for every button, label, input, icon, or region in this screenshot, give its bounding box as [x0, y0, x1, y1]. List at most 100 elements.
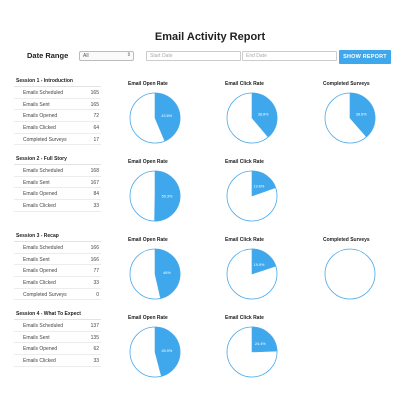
session-title: Session 1 - Introduction — [14, 78, 101, 87]
row-label: Emails Opened — [23, 113, 58, 120]
pie-slice — [154, 92, 181, 142]
date-range-select-value: All — [83, 53, 89, 59]
pie-slice — [251, 170, 276, 197]
chart-title: Email Click Rate — [225, 159, 264, 165]
row-value: 167 — [90, 179, 99, 186]
pie-chart: Email Open Rate 46% — [128, 237, 182, 301]
table-row: Emails Scheduled 165 — [14, 87, 101, 99]
chart-title: Email Open Rate — [128, 315, 168, 321]
pie-svg: 46% — [129, 248, 181, 300]
table-row: Emails Opened 62 — [14, 343, 101, 356]
row-value: 168 — [90, 168, 99, 174]
chart-title: Completed Surveys — [323, 237, 370, 243]
session-table: Session 3 - Recap Emails Scheduled 166 Em… — [14, 233, 101, 301]
row-label: Emails Opened — [23, 346, 58, 353]
session-table: Session 4 - What To Expect Emails Schedu… — [14, 311, 101, 367]
pie-chart: Email Click Rate 24.4% — [225, 315, 279, 379]
pie-slice-label: 19.9% — [254, 263, 265, 267]
row-label: Emails Scheduled — [23, 245, 64, 251]
end-date-input[interactable]: End Date — [242, 51, 337, 61]
row-label: Emails Scheduled — [23, 90, 64, 96]
row-label: Emails Scheduled — [23, 323, 64, 329]
chart-title: Email Click Rate — [225, 237, 264, 243]
table-row: Emails Sent 167 — [14, 177, 101, 189]
row-value: 33 — [93, 280, 99, 287]
row-value: 165 — [90, 90, 99, 96]
row-label: Emails Sent — [23, 334, 50, 341]
pie-svg: 19.6% — [226, 170, 278, 222]
row-value: 135 — [90, 334, 99, 341]
pie-slice-label: 24.4% — [255, 342, 266, 346]
session-table: Session 1 - Introduction Emails Schedule… — [14, 78, 101, 146]
pie-slice-label: 45.9% — [162, 349, 173, 353]
pie-chart: Completed Surveys — [323, 237, 377, 301]
row-value: 166 — [90, 245, 99, 251]
session-title: Session 3 - Recap — [14, 233, 101, 242]
table-row: Emails Clicked 33 — [14, 355, 101, 367]
row-value: 33 — [93, 358, 99, 365]
pie-chart: Email Click Rate 38.8% — [225, 81, 279, 145]
pie-background — [324, 248, 376, 300]
row-label: Emails Sent — [23, 256, 50, 263]
pie-svg: 38.6% — [324, 92, 376, 144]
pie-svg: 50.3% — [129, 170, 181, 222]
pie-chart: Email Open Rate 43.6% — [128, 81, 182, 145]
table-row: Emails Clicked 64 — [14, 122, 101, 134]
row-value: 33 — [93, 203, 99, 210]
row-value: 137 — [90, 323, 99, 329]
pie-chart: Email Click Rate 19.6% — [225, 159, 279, 223]
row-label: Emails Sent — [23, 179, 50, 186]
pie-slice — [154, 326, 181, 377]
row-value: 77 — [93, 268, 99, 275]
table-row: Emails Clicked 33 — [14, 277, 101, 289]
pie-slice — [251, 92, 278, 138]
row-label: Emails Opened — [23, 268, 58, 275]
pie-slice-label: 50.3% — [162, 195, 173, 199]
pie-slice-label: 38.6% — [356, 112, 367, 116]
table-row: Emails Sent 135 — [14, 332, 101, 344]
row-label: Emails Clicked — [23, 358, 56, 365]
session-title: Session 4 - What To Expect — [14, 311, 101, 320]
session-title: Session 2 - Full Story — [14, 156, 101, 165]
table-row: Emails Scheduled 168 — [14, 165, 101, 177]
chart-title: Email Click Rate — [225, 315, 264, 321]
pie-chart: Completed Surveys 38.6% — [323, 81, 377, 145]
row-value: 165 — [90, 101, 99, 108]
start-date-input[interactable]: Start Date — [146, 51, 241, 61]
row-label: Emails Clicked — [23, 125, 56, 132]
pie-svg: 43.6% — [129, 92, 181, 144]
chart-title: Email Click Rate — [225, 81, 264, 87]
pie-chart: Email Open Rate 50.3% — [128, 159, 182, 223]
pie-svg — [324, 248, 376, 300]
pie-slice — [154, 248, 181, 299]
select-arrows-icon: ⇕ — [126, 52, 131, 58]
show-report-button[interactable]: SHOW REPORT — [339, 50, 391, 64]
row-value: 62 — [93, 346, 99, 353]
pie-slice-label: 19.6% — [254, 185, 265, 189]
pie-slice-label: 46% — [163, 271, 171, 275]
table-row: Emails Opened 72 — [14, 110, 101, 123]
pie-slice-label: 38.8% — [258, 112, 269, 116]
table-row: Emails Opened 84 — [14, 188, 101, 201]
row-label: Completed Surveys — [23, 291, 67, 298]
pie-svg: 45.9% — [129, 326, 181, 378]
session-table: Session 2 - Full Story Emails Scheduled 1… — [14, 156, 101, 212]
row-value: 64 — [93, 125, 99, 132]
pie-slice — [349, 92, 376, 138]
row-label: Emails Opened — [23, 191, 58, 198]
date-range-select[interactable]: All ⇕ — [79, 51, 134, 61]
pie-slice-label: 43.6% — [161, 114, 172, 118]
row-value: 84 — [93, 191, 99, 198]
pie-svg: 38.8% — [226, 92, 278, 144]
row-value: 0 — [96, 291, 99, 298]
pie-slice — [251, 248, 277, 275]
table-row: Emails Opened 77 — [14, 265, 101, 278]
page-title: Email Activity Report — [154, 31, 266, 43]
row-label: Emails Scheduled — [23, 168, 64, 174]
chart-title: Completed Surveys — [323, 81, 370, 87]
row-label: Emails Clicked — [23, 280, 56, 287]
table-row: Emails Clicked 33 — [14, 200, 101, 212]
filter-bar: Date Range All ⇕ Start Date End Date SHO… — [0, 50, 420, 66]
pie-svg: 24.4% — [226, 326, 278, 378]
pie-slice — [251, 326, 278, 353]
